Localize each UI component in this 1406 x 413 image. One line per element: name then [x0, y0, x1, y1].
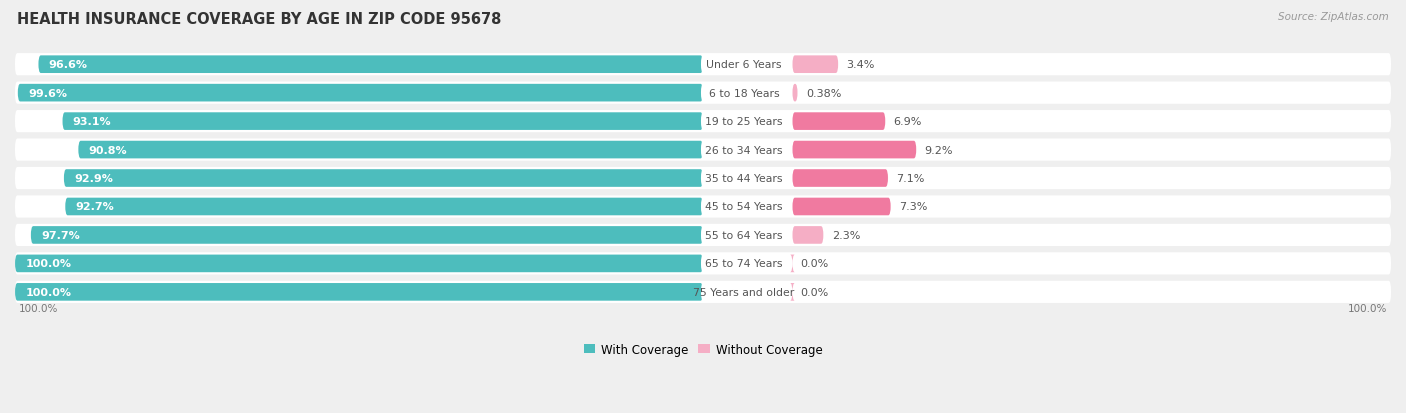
FancyBboxPatch shape — [702, 283, 787, 301]
FancyBboxPatch shape — [702, 84, 787, 103]
FancyBboxPatch shape — [793, 113, 886, 131]
FancyBboxPatch shape — [15, 224, 1391, 247]
Text: 7.3%: 7.3% — [898, 202, 928, 212]
FancyBboxPatch shape — [793, 141, 917, 159]
FancyBboxPatch shape — [15, 255, 703, 273]
FancyBboxPatch shape — [790, 255, 794, 273]
FancyBboxPatch shape — [79, 141, 703, 159]
FancyBboxPatch shape — [15, 139, 1391, 161]
FancyBboxPatch shape — [18, 85, 703, 102]
Text: 55 to 64 Years: 55 to 64 Years — [706, 230, 783, 240]
Text: 93.1%: 93.1% — [73, 117, 111, 127]
Text: 19 to 25 Years: 19 to 25 Years — [706, 117, 783, 127]
Text: 100.0%: 100.0% — [18, 303, 58, 313]
Text: 6.9%: 6.9% — [894, 117, 922, 127]
FancyBboxPatch shape — [63, 170, 703, 188]
Text: 100.0%: 100.0% — [1348, 303, 1388, 313]
Text: 9.2%: 9.2% — [925, 145, 953, 155]
FancyBboxPatch shape — [702, 169, 787, 188]
FancyBboxPatch shape — [15, 54, 1391, 76]
Text: 90.8%: 90.8% — [89, 145, 127, 155]
Text: Source: ZipAtlas.com: Source: ZipAtlas.com — [1278, 12, 1389, 22]
FancyBboxPatch shape — [15, 283, 703, 301]
Text: 100.0%: 100.0% — [25, 259, 72, 269]
FancyBboxPatch shape — [38, 56, 703, 74]
FancyBboxPatch shape — [793, 198, 891, 216]
FancyBboxPatch shape — [15, 168, 1391, 190]
Text: 26 to 34 Years: 26 to 34 Years — [706, 145, 783, 155]
FancyBboxPatch shape — [702, 226, 787, 245]
FancyBboxPatch shape — [793, 85, 797, 102]
Text: 0.0%: 0.0% — [800, 287, 830, 297]
Text: 75 Years and older: 75 Years and older — [693, 287, 794, 297]
Text: 97.7%: 97.7% — [41, 230, 80, 240]
Text: 0.0%: 0.0% — [800, 259, 830, 269]
FancyBboxPatch shape — [702, 56, 787, 74]
FancyBboxPatch shape — [15, 196, 1391, 218]
Text: 99.6%: 99.6% — [28, 88, 67, 98]
FancyBboxPatch shape — [702, 254, 787, 273]
FancyBboxPatch shape — [15, 281, 1391, 303]
FancyBboxPatch shape — [62, 113, 703, 131]
Text: 7.1%: 7.1% — [896, 173, 925, 184]
Text: 65 to 74 Years: 65 to 74 Years — [706, 259, 783, 269]
Text: HEALTH INSURANCE COVERAGE BY AGE IN ZIP CODE 95678: HEALTH INSURANCE COVERAGE BY AGE IN ZIP … — [17, 12, 502, 27]
FancyBboxPatch shape — [31, 227, 703, 244]
Text: 45 to 54 Years: 45 to 54 Years — [706, 202, 783, 212]
FancyBboxPatch shape — [702, 112, 787, 131]
FancyBboxPatch shape — [702, 141, 787, 159]
FancyBboxPatch shape — [65, 198, 703, 216]
Text: 100.0%: 100.0% — [25, 287, 72, 297]
Text: 92.9%: 92.9% — [75, 173, 112, 184]
FancyBboxPatch shape — [702, 197, 787, 216]
FancyBboxPatch shape — [15, 111, 1391, 133]
Text: 2.3%: 2.3% — [832, 230, 860, 240]
FancyBboxPatch shape — [793, 170, 889, 188]
Text: 6 to 18 Years: 6 to 18 Years — [709, 88, 779, 98]
Text: Under 6 Years: Under 6 Years — [706, 60, 782, 70]
Text: 3.4%: 3.4% — [846, 60, 875, 70]
Text: 92.7%: 92.7% — [76, 202, 114, 212]
FancyBboxPatch shape — [15, 253, 1391, 275]
FancyBboxPatch shape — [790, 283, 794, 301]
Legend: With Coverage, Without Coverage: With Coverage, Without Coverage — [579, 338, 827, 361]
Text: 0.38%: 0.38% — [806, 88, 841, 98]
Text: 96.6%: 96.6% — [49, 60, 87, 70]
FancyBboxPatch shape — [793, 56, 838, 74]
FancyBboxPatch shape — [15, 82, 1391, 104]
FancyBboxPatch shape — [793, 227, 824, 244]
Text: 35 to 44 Years: 35 to 44 Years — [706, 173, 783, 184]
